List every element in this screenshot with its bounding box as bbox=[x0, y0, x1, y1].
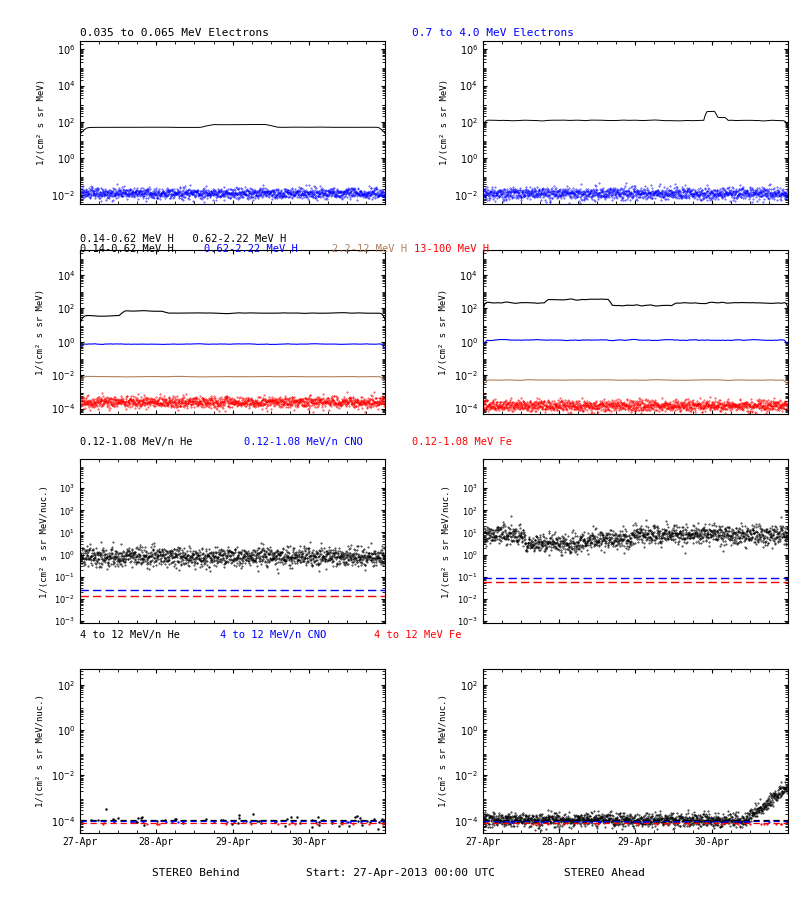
Y-axis label: 1/(cm² s sr MeV): 1/(cm² s sr MeV) bbox=[37, 79, 46, 166]
Text: STEREO Ahead: STEREO Ahead bbox=[563, 868, 645, 878]
Text: 4 to 12 MeV Fe: 4 to 12 MeV Fe bbox=[374, 630, 462, 640]
Text: 0.14-0.62 MeV H   0.62-2.22 MeV H: 0.14-0.62 MeV H 0.62-2.22 MeV H bbox=[80, 234, 305, 244]
Text: Start: 27-Apr-2013 00:00 UTC: Start: 27-Apr-2013 00:00 UTC bbox=[306, 868, 494, 878]
Y-axis label: 1/(cm² s sr MeV): 1/(cm² s sr MeV) bbox=[439, 289, 448, 374]
Y-axis label: 1/(cm² s sr MeV): 1/(cm² s sr MeV) bbox=[36, 289, 46, 374]
Text: STEREO Behind: STEREO Behind bbox=[152, 868, 240, 878]
Text: 13-100 MeV H: 13-100 MeV H bbox=[414, 244, 490, 254]
Text: 0.62-2.22 MeV H: 0.62-2.22 MeV H bbox=[204, 244, 298, 254]
Text: 0.12-1.08 MeV/n He: 0.12-1.08 MeV/n He bbox=[80, 437, 193, 447]
Text: 0.12-1.08 MeV Fe: 0.12-1.08 MeV Fe bbox=[412, 437, 512, 447]
Text: 0.14-0.62 MeV H: 0.14-0.62 MeV H bbox=[80, 244, 174, 254]
Text: 0.035 to 0.065 MeV Electrons: 0.035 to 0.065 MeV Electrons bbox=[80, 28, 269, 38]
Y-axis label: 1/(cm² s sr MeV/nuc.): 1/(cm² s sr MeV/nuc.) bbox=[36, 694, 46, 807]
Text: 4 to 12 MeV/n He: 4 to 12 MeV/n He bbox=[80, 630, 180, 640]
Text: 2.2-12 MeV H: 2.2-12 MeV H bbox=[332, 244, 407, 254]
Text: 4 to 12 MeV/n CNO: 4 to 12 MeV/n CNO bbox=[220, 630, 326, 640]
Y-axis label: 1/(cm² s sr MeV/nuc.): 1/(cm² s sr MeV/nuc.) bbox=[442, 485, 451, 598]
Text: 0.7 to 4.0 MeV Electrons: 0.7 to 4.0 MeV Electrons bbox=[412, 28, 574, 38]
Y-axis label: 1/(cm² s sr MeV): 1/(cm² s sr MeV) bbox=[440, 79, 449, 166]
Text: 0.12-1.08 MeV/n CNO: 0.12-1.08 MeV/n CNO bbox=[244, 437, 362, 447]
Y-axis label: 1/(cm² s sr MeV/nuc.): 1/(cm² s sr MeV/nuc.) bbox=[439, 694, 448, 807]
Y-axis label: 1/(cm² s sr MeV/nuc.): 1/(cm² s sr MeV/nuc.) bbox=[40, 485, 49, 598]
